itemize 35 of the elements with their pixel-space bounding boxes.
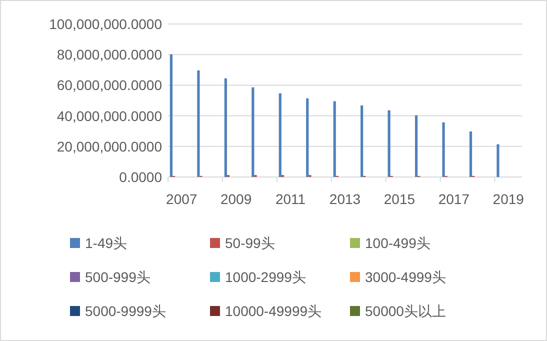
x-tick-label: 2011 bbox=[275, 191, 306, 207]
x-tick-label: 2009 bbox=[220, 191, 252, 207]
y-tick-label: 60,000,000.0000 bbox=[56, 77, 162, 94]
legend-label: 3000-4999头 bbox=[365, 269, 446, 285]
legend-label: 1000-2999头 bbox=[225, 269, 306, 285]
y-tick-label: 40,000,000.0000 bbox=[56, 108, 162, 124]
x-tick-label: 2007 bbox=[166, 191, 198, 207]
x-tick-label: 2015 bbox=[384, 191, 416, 207]
legend-label: 50000头以上 bbox=[365, 303, 446, 319]
bar bbox=[170, 54, 173, 177]
x-tick-label: 2013 bbox=[329, 191, 361, 207]
legend-label: 50-99头 bbox=[225, 235, 275, 251]
legend-label: 10000-49999头 bbox=[225, 303, 322, 319]
y-tick-label: 100,000,000.0000 bbox=[49, 16, 162, 32]
x-tick-label: 2019 bbox=[492, 191, 524, 207]
bar bbox=[278, 93, 282, 177]
legend-label: 500-999头 bbox=[85, 269, 150, 285]
bar bbox=[496, 144, 500, 177]
bar bbox=[360, 105, 364, 177]
bar bbox=[252, 87, 254, 177]
bar bbox=[442, 122, 445, 177]
legend-label: 1-49头 bbox=[85, 235, 128, 251]
bar bbox=[306, 98, 309, 177]
x-tick-label: 2017 bbox=[438, 191, 470, 207]
bar bbox=[469, 131, 472, 177]
legend-label: 5000-9999头 bbox=[85, 303, 166, 319]
y-tick-label: 80,000,000.0000 bbox=[56, 46, 162, 63]
legend-label: 100-499头 bbox=[365, 235, 430, 251]
y-tick-label: 20,000,000.0000 bbox=[56, 138, 162, 154]
y-tick-label: 0.0000 bbox=[119, 169, 162, 185]
bar bbox=[388, 110, 390, 177]
bar bbox=[414, 115, 418, 177]
bar bbox=[197, 70, 200, 177]
bar bbox=[224, 78, 227, 177]
bar bbox=[333, 101, 336, 177]
